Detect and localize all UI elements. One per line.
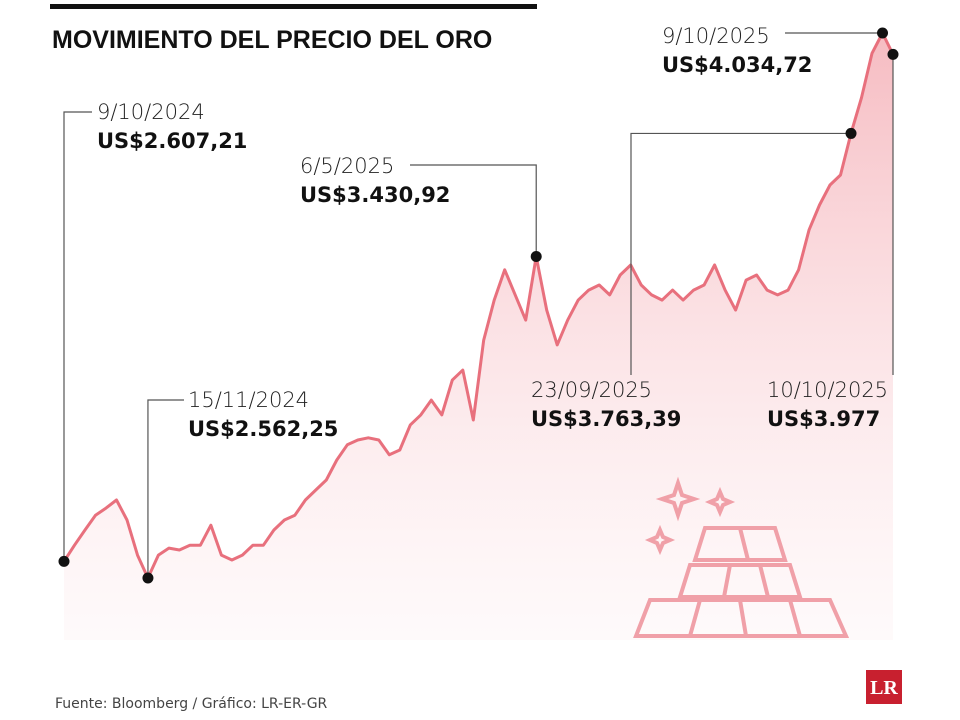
annotation-date: 6/5/2025 [300, 154, 394, 178]
annotation-dot [142, 572, 154, 584]
annotation-value: US$3.763,39 [531, 407, 681, 431]
line [62, 31, 895, 580]
annotation-date: 10/10/2025 [767, 378, 888, 402]
annotation-value: US$4.034,72 [662, 53, 812, 77]
logo: LR [870, 677, 898, 699]
leader-line [410, 164, 537, 257]
title-bar [50, 4, 537, 9]
leader-line [147, 399, 184, 578]
annotation-date: 23/09/2025 [531, 378, 652, 402]
annotation-value: US$3.977 [767, 407, 880, 431]
annotation-date: 9/10/2025 [662, 24, 770, 48]
annotation-value: US$2.562,25 [188, 417, 338, 441]
plot: 9/10/2024 US$2.607,21 15/11/2024 US$2.562,2… [58, 24, 899, 640]
annotation-date: 9/10/2024 [97, 100, 205, 124]
chart-title: MOVIMIENTO DEL PRECIO DEL ORO [52, 26, 492, 54]
gold-icon [633, 476, 850, 638]
annotation-dot [58, 555, 70, 567]
annotation-value: US$2.607,21 [97, 129, 247, 153]
annotation-dot [877, 27, 889, 39]
leader-line [63, 111, 92, 562]
leader-line [630, 132, 852, 375]
annotation-date: 15/11/2024 [188, 388, 309, 412]
annotation-dot [845, 127, 857, 139]
logo-box [866, 670, 902, 704]
annotation-dot [530, 250, 542, 262]
annotation-dot [887, 48, 899, 60]
area [64, 33, 893, 640]
annotation-value: US$3.430,92 [300, 183, 450, 207]
source: Fuente: Bloomberg / Gráfico: LR-ER-GR [55, 696, 328, 712]
